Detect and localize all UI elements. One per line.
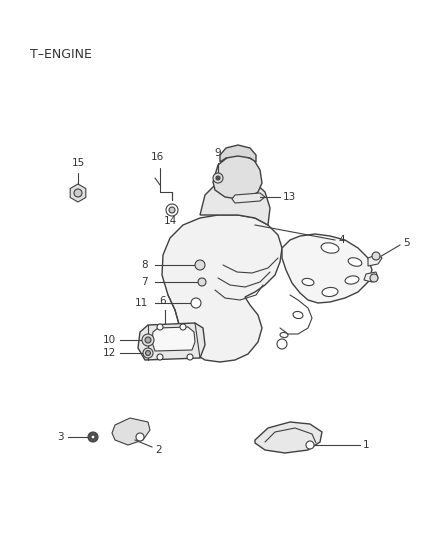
Ellipse shape [322, 287, 338, 296]
Polygon shape [200, 177, 270, 225]
Text: 7: 7 [141, 277, 148, 287]
Ellipse shape [302, 278, 314, 286]
Circle shape [306, 441, 314, 449]
Polygon shape [282, 234, 372, 303]
Text: 8: 8 [141, 260, 148, 270]
Circle shape [169, 207, 175, 213]
Circle shape [142, 334, 154, 346]
Circle shape [166, 204, 178, 216]
Text: 16: 16 [150, 152, 164, 162]
Circle shape [277, 339, 287, 349]
Circle shape [157, 354, 163, 360]
Circle shape [157, 324, 163, 330]
Circle shape [143, 348, 153, 358]
Text: 13: 13 [283, 192, 296, 202]
Ellipse shape [321, 243, 339, 253]
Polygon shape [255, 422, 322, 453]
Circle shape [370, 274, 378, 282]
Text: 12: 12 [103, 348, 116, 358]
Ellipse shape [348, 258, 362, 266]
Polygon shape [364, 272, 378, 282]
Polygon shape [70, 184, 86, 202]
Text: 3: 3 [57, 432, 64, 442]
Circle shape [180, 324, 186, 330]
Circle shape [187, 354, 193, 360]
Polygon shape [213, 155, 262, 199]
Text: 9: 9 [215, 148, 221, 158]
Text: 15: 15 [71, 158, 85, 168]
Text: 5: 5 [403, 238, 410, 248]
Text: 11: 11 [135, 298, 148, 308]
Circle shape [213, 173, 223, 183]
Circle shape [216, 176, 220, 180]
Polygon shape [112, 418, 150, 445]
Polygon shape [138, 323, 205, 360]
Circle shape [74, 189, 82, 197]
Circle shape [195, 260, 205, 270]
Circle shape [91, 435, 95, 439]
Circle shape [136, 433, 144, 441]
Circle shape [198, 278, 206, 286]
Text: 1: 1 [363, 440, 370, 450]
Text: T–ENGINE: T–ENGINE [30, 49, 92, 61]
Ellipse shape [293, 311, 303, 319]
Text: 2: 2 [155, 445, 162, 455]
Ellipse shape [345, 276, 359, 284]
Text: 14: 14 [163, 216, 177, 226]
Circle shape [145, 351, 151, 356]
Text: 10: 10 [103, 335, 116, 345]
Polygon shape [368, 254, 382, 266]
Text: 6: 6 [160, 296, 166, 306]
Circle shape [88, 432, 98, 442]
Polygon shape [152, 327, 195, 351]
Circle shape [372, 252, 380, 260]
Polygon shape [162, 215, 282, 362]
Text: 4: 4 [338, 235, 345, 245]
Polygon shape [220, 145, 256, 162]
Circle shape [191, 298, 201, 308]
Circle shape [145, 337, 151, 343]
Polygon shape [232, 193, 265, 203]
Ellipse shape [280, 333, 288, 337]
